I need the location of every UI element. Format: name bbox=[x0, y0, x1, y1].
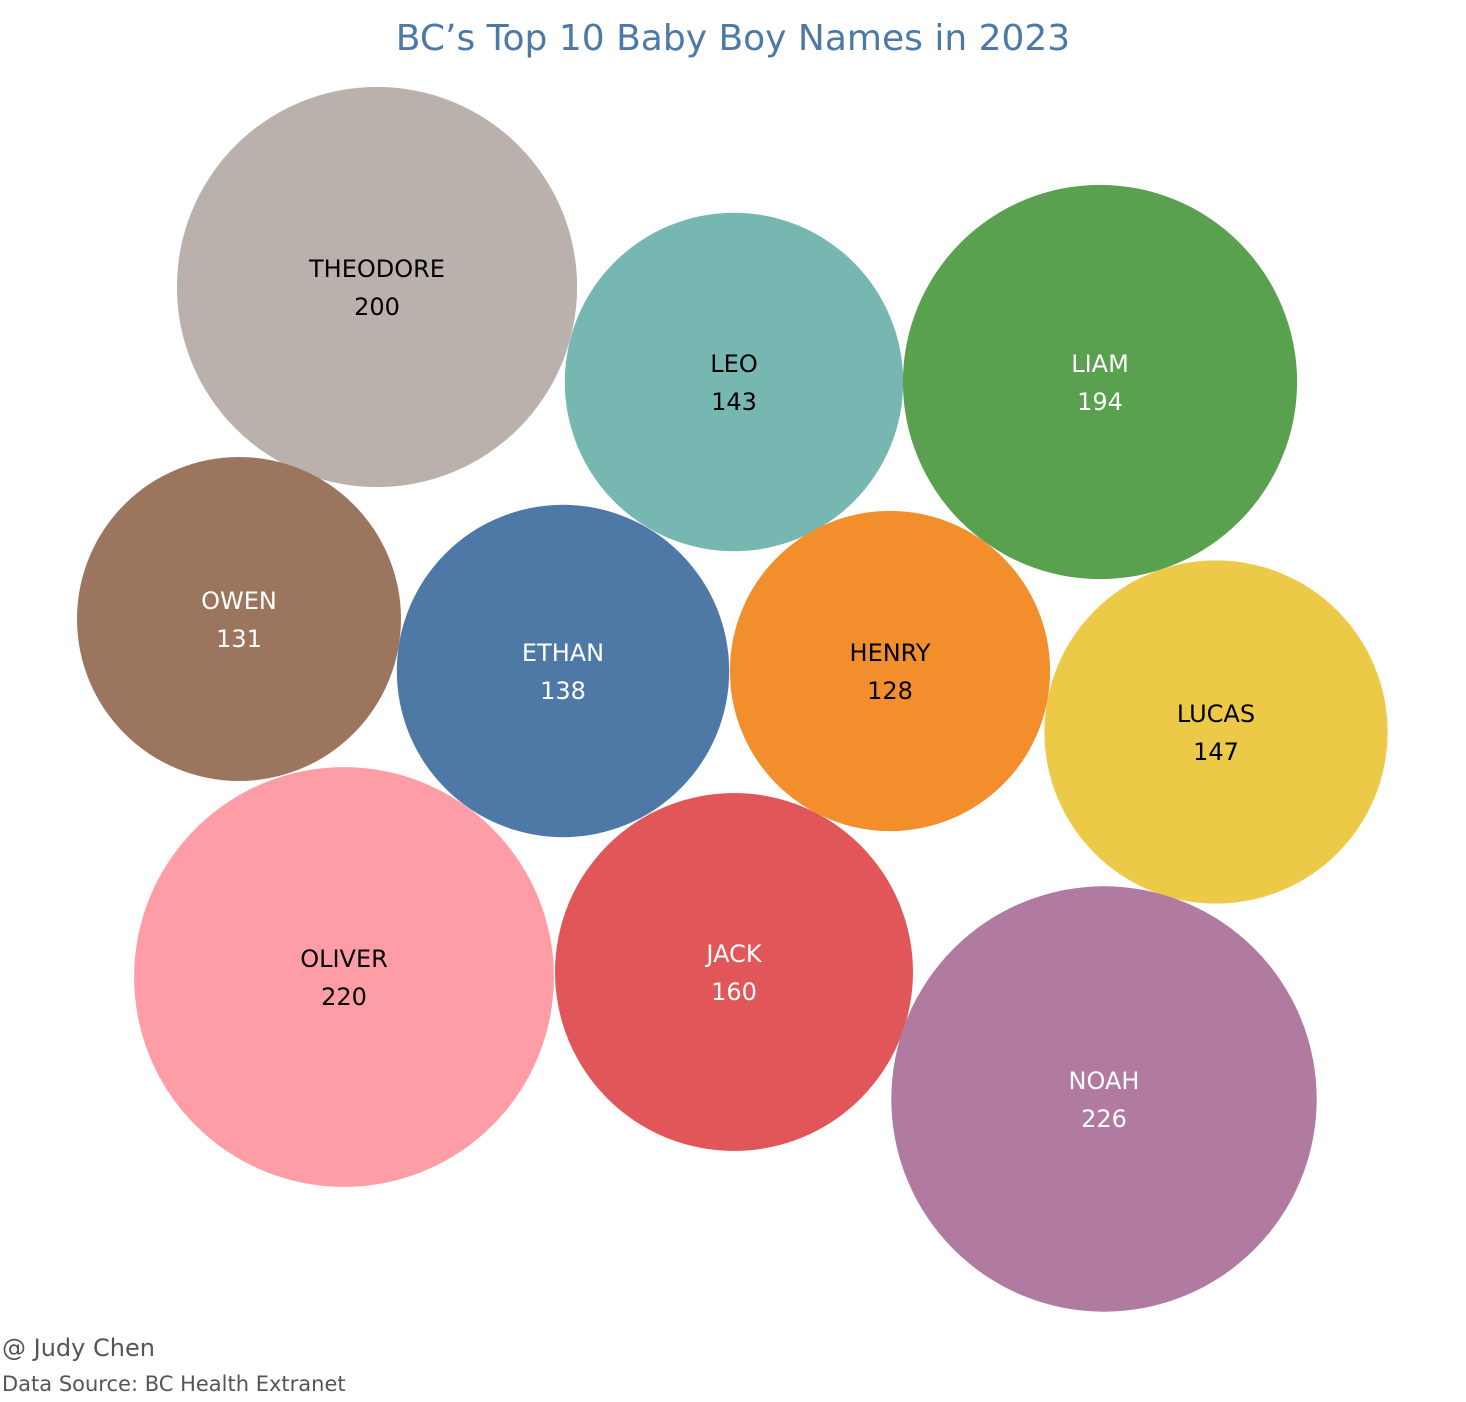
bubble-value-noah: 226 bbox=[1081, 1105, 1127, 1133]
bubble-liam bbox=[902, 184, 1298, 580]
bubble-label-lucas: LUCAS bbox=[1177, 700, 1255, 728]
bubble-value-ethan: 138 bbox=[540, 677, 586, 705]
bubble-oliver bbox=[134, 767, 554, 1187]
bubble-value-leo: 143 bbox=[711, 388, 757, 416]
bubble-label-liam: LIAM bbox=[1071, 350, 1129, 378]
bubble-label-noah: NOAH bbox=[1069, 1067, 1140, 1095]
bubble-value-liam: 194 bbox=[1077, 388, 1123, 416]
bubble-lucas bbox=[1044, 560, 1388, 904]
bubble-henry bbox=[729, 510, 1051, 832]
bubble-owen bbox=[77, 457, 401, 781]
bubble-value-lucas: 147 bbox=[1193, 738, 1239, 766]
bubble-ethan bbox=[396, 504, 730, 838]
bubble-value-henry: 128 bbox=[867, 677, 913, 705]
bubble-jack bbox=[555, 793, 913, 1151]
bubble-noah bbox=[891, 886, 1317, 1312]
bubble-value-jack: 160 bbox=[711, 978, 757, 1006]
bubble-theodore bbox=[176, 86, 578, 488]
bubble-label-ethan: ETHAN bbox=[522, 639, 604, 667]
data-source: Data Source: BC Health Extranet bbox=[2, 1372, 346, 1396]
bubble-value-oliver: 220 bbox=[321, 983, 367, 1011]
bubble-leo bbox=[564, 212, 904, 552]
bubble-value-theodore: 200 bbox=[354, 293, 400, 321]
bubble-label-oliver: OLIVER bbox=[300, 945, 388, 973]
bubble-label-owen: OWEN bbox=[201, 587, 277, 615]
author-credit: @ Judy Chen bbox=[2, 1334, 155, 1362]
bubble-label-jack: JACK bbox=[704, 940, 762, 968]
bubble-value-owen: 131 bbox=[216, 625, 262, 653]
bubble-label-leo: LEO bbox=[710, 350, 757, 378]
bubble-label-henry: HENRY bbox=[850, 639, 931, 667]
bubble-label-theodore: THEODORE bbox=[308, 255, 445, 283]
chart-title: BC’s Top 10 Baby Boy Names in 2023 bbox=[395, 18, 1071, 59]
